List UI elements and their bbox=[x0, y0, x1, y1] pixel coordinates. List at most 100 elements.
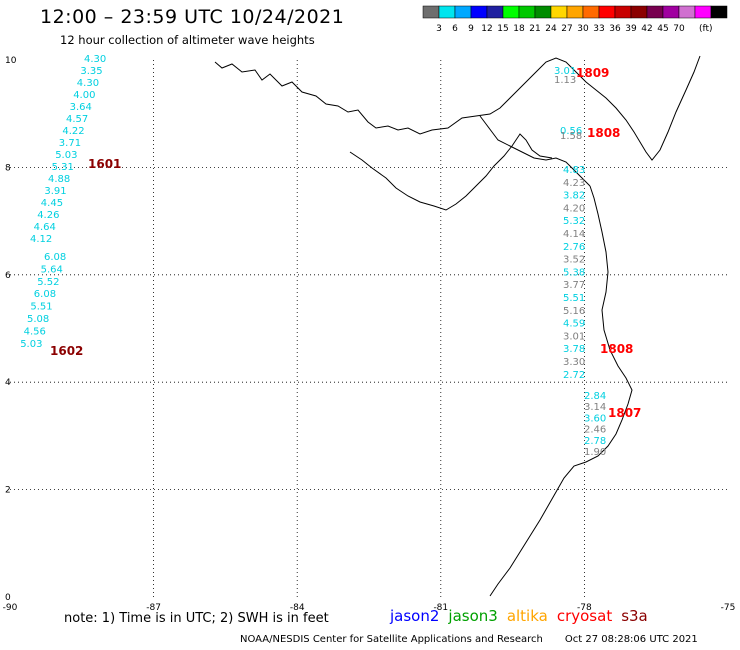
colorbar-label: 15 bbox=[497, 24, 508, 34]
satellite-legend-entry: s3a bbox=[621, 607, 648, 625]
colorbar-label: 39 bbox=[625, 24, 637, 34]
wave-height-value: 4.88 bbox=[48, 174, 70, 185]
colorbar-label: 6 bbox=[452, 24, 458, 34]
colorbar-label: 21 bbox=[529, 24, 540, 34]
colorbar-label: 45 bbox=[657, 24, 668, 34]
wave-height-value: 4.57 bbox=[66, 114, 88, 125]
colorbar-swatch bbox=[438, 5, 456, 19]
wave-height-value: 3.91 bbox=[44, 186, 66, 197]
latitude-tick-label: 0 bbox=[5, 593, 11, 603]
latitude-tick-label: 6 bbox=[5, 271, 11, 281]
colorbar-label: 30 bbox=[577, 24, 589, 34]
pass-time-label: 1602 bbox=[50, 344, 83, 358]
wave-height-value: 5.08 bbox=[27, 314, 49, 325]
wave-height-value: 5.31 bbox=[52, 162, 74, 173]
colorbar-swatch bbox=[502, 5, 520, 19]
satellite-legend-entry: jason3 bbox=[448, 607, 498, 625]
latitude-tick-label: 10 bbox=[5, 56, 17, 66]
wave-height-value: 3.60 bbox=[584, 413, 606, 424]
longitude-tick-label: -75 bbox=[721, 603, 736, 613]
wave-height-value: 5.03 bbox=[20, 339, 42, 350]
colorbar-swatch bbox=[614, 5, 632, 19]
longitude-tick-label: -90 bbox=[3, 603, 18, 613]
wave-height-value: 4.14 bbox=[563, 229, 585, 240]
satellite-legend-entry: jason2 bbox=[390, 607, 440, 625]
colorbar-label: 24 bbox=[545, 24, 557, 34]
wave-height-value: 3.35 bbox=[80, 66, 102, 77]
wave-height-value: 6.08 bbox=[44, 252, 66, 263]
wave-height-value: 4.59 bbox=[563, 319, 585, 330]
colorbar-swatch bbox=[518, 5, 536, 19]
wave-height-value: 4.64 bbox=[34, 222, 56, 233]
colorbar-label: 12 bbox=[481, 24, 492, 34]
satellite-legend-entry: altika bbox=[506, 607, 548, 625]
credit-timestamp: Oct 27 08:28:06 UTC 2021 bbox=[564, 634, 698, 645]
longitude-tick-label: -84 bbox=[290, 603, 305, 613]
wave-height-value: 4.23 bbox=[563, 178, 585, 189]
coastline-gulf bbox=[479, 115, 591, 187]
colorbar-swatch bbox=[534, 5, 552, 19]
wave-height-value: 5.52 bbox=[37, 277, 59, 288]
wave-height-value: 4.56 bbox=[24, 326, 46, 337]
wave-height-value: 4.30 bbox=[84, 54, 106, 65]
wave-height-value: 4.30 bbox=[77, 78, 99, 89]
wave-height-value: 4.26 bbox=[37, 210, 59, 221]
latitude-tick-label: 8 bbox=[5, 163, 11, 173]
colorbar-swatch bbox=[662, 5, 680, 19]
colorbar-label: 27 bbox=[561, 24, 572, 34]
wave-height-value: 5.38 bbox=[563, 267, 585, 278]
wave-height-value: 2.78 bbox=[584, 436, 606, 447]
colorbar-swatch bbox=[694, 5, 712, 19]
wave-height-value: 0.56 bbox=[560, 126, 582, 137]
wave-height-value: 5.16 bbox=[563, 306, 585, 317]
wave-height-value: 5.51 bbox=[30, 302, 52, 313]
latitude-tick-label: 4 bbox=[5, 378, 11, 388]
coastline-pacific bbox=[349, 133, 553, 211]
wave-height-value: 3.01 bbox=[563, 331, 585, 342]
wave-height-value: 2.76 bbox=[563, 242, 585, 253]
wave-height-value: 4.12 bbox=[30, 234, 52, 245]
wave-height-value: 3.77 bbox=[563, 280, 585, 291]
longitude-tick-label: -81 bbox=[433, 603, 448, 613]
colorbar-swatch bbox=[630, 5, 648, 19]
colorbar-swatch bbox=[550, 5, 568, 19]
wave-height-value: 3.78 bbox=[563, 344, 585, 355]
satellite-legend: jason2 jason3 altika cryosat s3a bbox=[390, 607, 657, 625]
wave-height-value: 2.84 bbox=[584, 391, 606, 402]
pass-time-label: 1807 bbox=[608, 406, 641, 420]
pass-time-label: 1808 bbox=[600, 342, 633, 356]
coastline-colombia bbox=[489, 185, 633, 597]
colorbar-swatch bbox=[710, 5, 728, 19]
wave-height-value: 3.82 bbox=[563, 191, 585, 202]
wave-height-value: 4.20 bbox=[563, 203, 585, 214]
colorbar-swatch bbox=[598, 5, 616, 19]
wave-height-value: 1.90 bbox=[584, 447, 606, 458]
colorbar-swatch bbox=[422, 5, 440, 19]
colorbar-label: 33 bbox=[593, 24, 604, 34]
wave-height-value: 5.64 bbox=[41, 264, 63, 275]
wave-height-value: 3.71 bbox=[59, 138, 81, 149]
satellite-legend-entry: cryosat bbox=[556, 607, 613, 625]
colorbar-swatch bbox=[678, 5, 696, 19]
colorbar-swatch bbox=[470, 5, 488, 19]
longitude-tick-label: -78 bbox=[577, 603, 592, 613]
colorbar-swatch bbox=[566, 5, 584, 19]
colorbar-swatch bbox=[486, 5, 504, 19]
colorbar-unit: (ft) bbox=[699, 24, 713, 34]
wave-height-value: 4.00 bbox=[73, 90, 95, 101]
longitude-tick-label: -87 bbox=[146, 603, 161, 613]
colorbar-label: 9 bbox=[468, 24, 474, 34]
pass-time-label: 1601 bbox=[88, 157, 121, 171]
wave-height-value: 3.01 bbox=[554, 66, 576, 77]
pass-time-label: 1809 bbox=[576, 66, 609, 80]
latitude-tick-label: 2 bbox=[5, 486, 11, 496]
wave-height-value: 3.30 bbox=[563, 357, 585, 368]
wave-height-value: 2.46 bbox=[584, 425, 606, 436]
wave-height-value: 4.22 bbox=[62, 126, 84, 137]
colorbar-legend: 3 6 9 12 15 18 21 24 27 30 33 36 39 42 45 70 (ft) bbox=[422, 5, 728, 34]
wave-height-value: 3.52 bbox=[563, 255, 585, 266]
colorbar-label: 42 bbox=[641, 24, 652, 34]
wave-height-value: 3.14 bbox=[584, 402, 606, 413]
map-title: 12:00 – 23:59 UTC 10/24/2021 bbox=[40, 6, 345, 28]
